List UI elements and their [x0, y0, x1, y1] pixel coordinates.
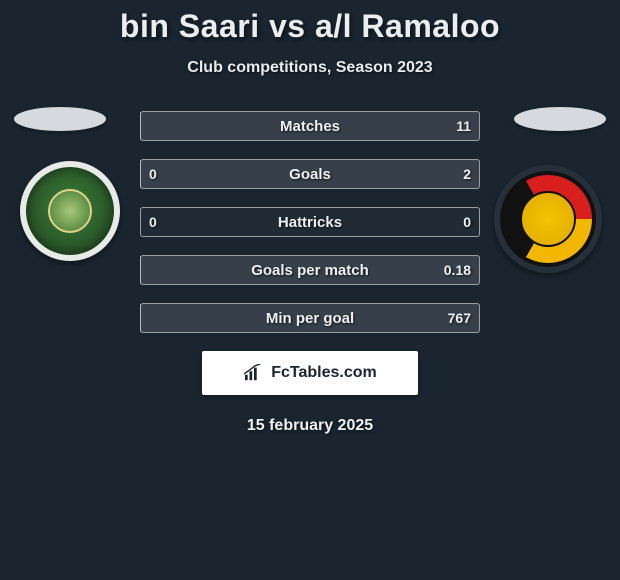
player-shadow-left: [14, 107, 106, 131]
stat-label: Goals: [289, 166, 331, 183]
stat-value-right: 0.18: [444, 262, 471, 278]
player-shadow-right: [514, 107, 606, 131]
stat-label: Min per goal: [266, 310, 354, 327]
stats-list: Matches 11 0 Goals 2 0 Hattricks 0 Goals per mat…: [140, 107, 480, 333]
stat-value-right: 0: [463, 214, 471, 230]
stat-label: Goals per match: [251, 262, 369, 279]
stat-value-left: 0: [149, 214, 157, 230]
club-crest-left: [20, 161, 120, 261]
branding-badge[interactable]: FcTables.com: [202, 351, 418, 395]
page-subtitle: Club competitions, Season 2023: [0, 59, 620, 77]
stat-label: Hattricks: [278, 214, 342, 231]
stat-value-right: 11: [456, 118, 471, 134]
stat-row: Min per goal 767: [140, 303, 480, 333]
stat-row: 0 Hattricks 0: [140, 207, 480, 237]
branding-text: FcTables.com: [271, 364, 377, 382]
stat-row: Goals per match 0.18: [140, 255, 480, 285]
stat-value-right: 767: [448, 310, 471, 326]
club-crest-right-inner: [500, 171, 596, 267]
comparison-date: 15 february 2025: [0, 417, 620, 435]
stat-value-left: 0: [149, 166, 157, 182]
page-title: bin Saari vs a/l Ramaloo: [0, 0, 620, 45]
stat-row: 0 Goals 2: [140, 159, 480, 189]
comparison-card: bin Saari vs a/l Ramaloo Club competitio…: [0, 0, 620, 580]
club-crest-right: [494, 165, 602, 273]
stat-label: Matches: [280, 118, 340, 135]
stat-value-right: 2: [463, 166, 471, 182]
barchart-icon: [243, 364, 265, 382]
stat-row: Matches 11: [140, 111, 480, 141]
main-region: Matches 11 0 Goals 2 0 Hattricks 0 Goals per mat…: [0, 107, 620, 435]
